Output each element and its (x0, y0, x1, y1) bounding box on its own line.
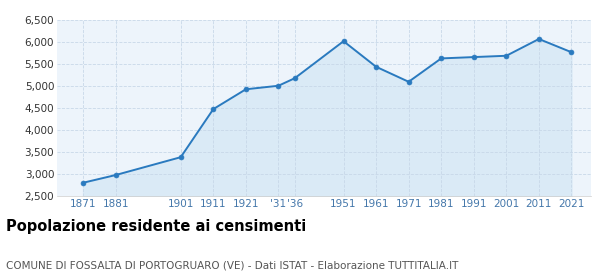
Text: Popolazione residente ai censimenti: Popolazione residente ai censimenti (6, 219, 306, 234)
Text: COMUNE DI FOSSALTA DI PORTOGRUARO (VE) - Dati ISTAT - Elaborazione TUTTITALIA.IT: COMUNE DI FOSSALTA DI PORTOGRUARO (VE) -… (6, 261, 458, 271)
